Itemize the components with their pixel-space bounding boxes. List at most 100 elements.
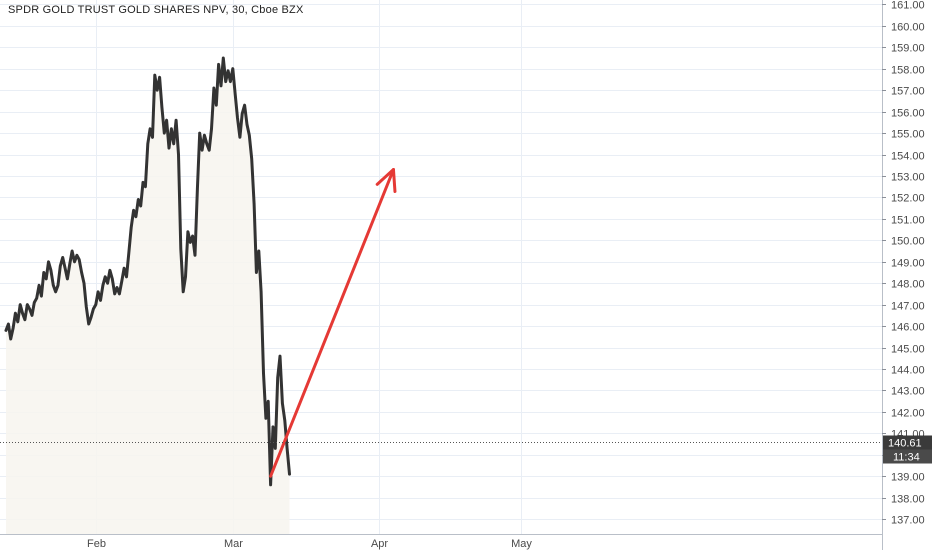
price-point <box>102 284 104 286</box>
price-point <box>265 417 267 419</box>
price-point <box>123 267 125 269</box>
price-point <box>73 261 76 263</box>
price-area <box>6 58 290 534</box>
price-point <box>177 153 180 156</box>
y-tick-label: 159.00 <box>891 43 925 55</box>
price-point <box>187 231 189 233</box>
price-point <box>47 261 50 263</box>
arrow-line[interactable] <box>269 168 395 478</box>
x-tick-label: Feb <box>87 538 106 550</box>
price-point <box>52 284 54 286</box>
price-point <box>154 74 156 76</box>
price-point <box>78 259 80 261</box>
price-point <box>210 128 213 130</box>
y-tick-label: 149.00 <box>891 258 925 270</box>
price-point <box>234 93 236 95</box>
y-tick-label: 153.00 <box>891 172 925 184</box>
price-point <box>81 271 83 274</box>
price-line-group[interactable] <box>4 56 291 487</box>
price-point <box>255 271 257 274</box>
price-point <box>50 269 52 271</box>
price-point <box>262 372 265 374</box>
price-point <box>288 473 291 475</box>
time-axis[interactable]: Feb Mar Apr May <box>0 534 882 550</box>
price-point <box>248 134 250 136</box>
price-point <box>104 276 106 278</box>
price-point <box>109 269 111 271</box>
price-point <box>170 128 172 130</box>
y-tick-label: 142.00 <box>891 408 925 420</box>
price-point <box>284 419 286 422</box>
x-tick-label: Mar <box>224 538 243 550</box>
price-point <box>196 188 198 190</box>
arrow-annotation[interactable] <box>269 168 397 478</box>
price-point <box>208 149 210 151</box>
price-point <box>184 276 187 278</box>
price-point <box>17 321 19 323</box>
price-point <box>147 143 149 145</box>
price-point <box>225 81 227 83</box>
price-point <box>59 265 61 267</box>
y-tick-label: 145.00 <box>891 344 925 356</box>
price-point <box>239 136 241 138</box>
price-point <box>76 254 78 256</box>
y-tick-label: 144.00 <box>891 365 925 377</box>
y-tick-label: 160.00 <box>891 22 925 34</box>
price-point <box>36 297 38 299</box>
bar-countdown-value: 11:34 <box>893 452 920 464</box>
price-point <box>137 198 139 201</box>
price-point <box>163 132 165 134</box>
y-tick-label: 156.00 <box>891 108 925 120</box>
price-point <box>38 284 40 286</box>
price-point <box>29 308 31 310</box>
price-point <box>55 291 57 293</box>
price-point <box>279 355 281 357</box>
price-point <box>71 250 73 252</box>
price-point <box>201 149 203 151</box>
y-tick-label: 139.00 <box>891 472 925 484</box>
price-point <box>88 323 90 325</box>
y-tick-label: 148.00 <box>891 279 925 291</box>
price-point <box>166 119 168 121</box>
price-axis[interactable]: 137.00138.00139.00140.00141.00142.00143.… <box>882 0 925 550</box>
price-point <box>260 291 262 293</box>
price-point <box>125 276 128 278</box>
price-point <box>222 57 224 59</box>
last-price-marker: 140.61 11:34 <box>0 435 932 464</box>
price-point <box>43 271 45 274</box>
y-tick-label: 150.00 <box>891 236 925 248</box>
price-point <box>246 123 248 126</box>
price-point <box>66 278 68 280</box>
price-point <box>121 280 123 282</box>
price-point <box>220 85 222 87</box>
price-point <box>232 68 234 70</box>
price-point <box>218 63 220 65</box>
arrow-head[interactable] <box>375 168 397 193</box>
y-tick-label: 158.00 <box>891 65 925 77</box>
y-tick-label: 157.00 <box>891 86 925 98</box>
y-tick-label: 154.00 <box>891 151 925 163</box>
price-point <box>159 76 161 78</box>
price-point <box>194 254 196 256</box>
price-point <box>107 282 109 284</box>
price-point <box>83 282 85 284</box>
price-point <box>114 293 116 295</box>
price-point <box>97 291 99 293</box>
price-point <box>175 119 177 121</box>
price-point <box>199 132 201 134</box>
price-point <box>144 186 146 188</box>
price-point <box>258 250 260 252</box>
price-point <box>203 134 205 136</box>
price-point <box>85 306 87 308</box>
price-point <box>229 81 231 83</box>
y-tick-label: 146.00 <box>891 322 925 334</box>
chart-title: SPDR GOLD TRUST GOLD SHARES NPV, 30, Cbo… <box>8 4 304 16</box>
price-point <box>236 117 239 119</box>
price-point <box>33 301 35 304</box>
price-point <box>135 216 137 218</box>
y-tick-label: 137.00 <box>891 515 925 527</box>
price-point <box>5 329 7 331</box>
price-point <box>189 241 191 243</box>
price-point <box>182 291 184 293</box>
